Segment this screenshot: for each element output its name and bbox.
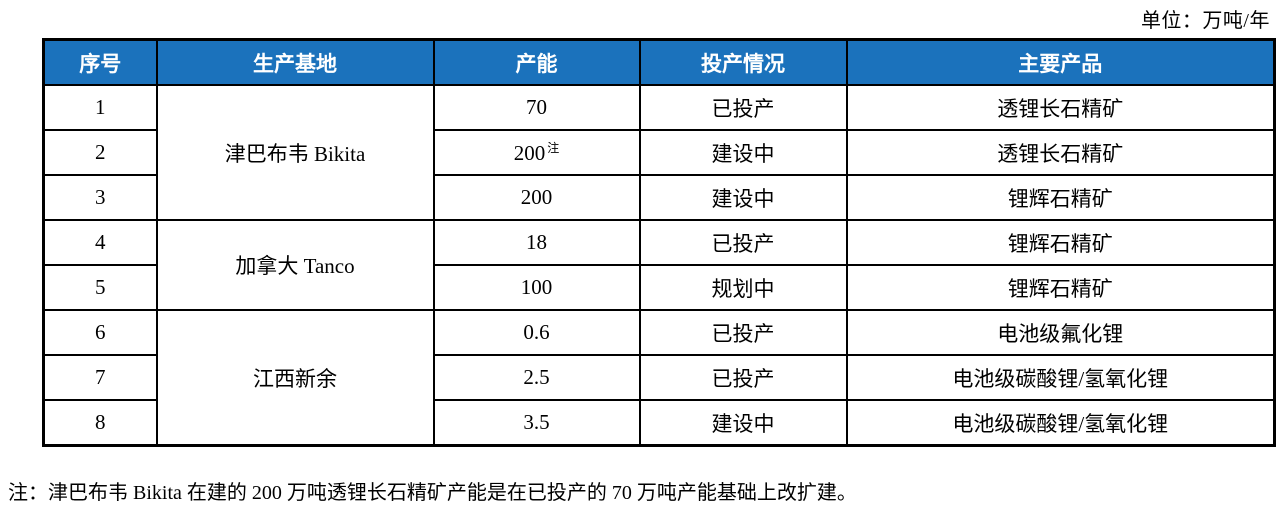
cell-base-xinyu: 江西新余: [155, 309, 435, 447]
table-row: 3 200 建设中 锂辉石精矿: [42, 174, 1276, 221]
cell-capacity: 3.5: [432, 399, 641, 447]
cell-status: 建设中: [638, 174, 848, 221]
table-row: 6 江西新余 0.6 已投产 电池级氟化锂: [42, 309, 1276, 447]
cell-product: 电池级碳酸锂/氢氧化锂: [845, 399, 1276, 447]
cell-status: 已投产: [638, 219, 848, 266]
cell-capacity: 200: [432, 174, 641, 221]
cell-status: 规划中: [638, 264, 848, 311]
table-footnote: 注：津巴布韦 Bikita 在建的 200 万吨透锂长石精矿产能是在已投产的 7…: [8, 482, 857, 504]
cell-product: 电池级碳酸锂/氢氧化锂: [845, 354, 1276, 401]
cell-status: 已投产: [638, 309, 848, 356]
cell-product: 电池级氟化锂: [845, 309, 1276, 356]
table-header-row: 序号 生产基地 产能 投产情况 主要产品: [42, 38, 1276, 86]
cell-product: 透锂长石精矿: [845, 84, 1276, 131]
cell-product: 锂辉石精矿: [845, 264, 1276, 311]
cell-status: 已投产: [638, 84, 848, 131]
table-row: 4 加拿大 Tanco 18 已投产 锂辉石精矿: [42, 219, 1276, 311]
cell-no: 4: [42, 219, 158, 266]
capacity-note-marker: 注: [547, 141, 560, 155]
header-status: 投产情况: [638, 38, 848, 86]
header-no: 序号: [42, 38, 158, 86]
table-row: 7 2.5 已投产 电池级碳酸锂/氢氧化锂: [42, 354, 1276, 401]
cell-no: 5: [42, 264, 158, 311]
cell-status: 建设中: [638, 129, 848, 176]
cell-status: 建设中: [638, 399, 848, 447]
cell-base-tanco: 加拿大 Tanco: [155, 219, 435, 311]
cell-capacity: 70: [432, 84, 641, 131]
table-row: 8 3.5 建设中 电池级碳酸锂/氢氧化锂: [42, 399, 1276, 447]
cell-no: 8: [42, 399, 158, 447]
unit-label: 单位：万吨/年: [1140, 10, 1270, 32]
cell-no: 1: [42, 84, 158, 131]
cell-capacity: 18: [432, 219, 641, 266]
production-capacity-table: 序号 生产基地 产能 投产情况 主要产品 1 津巴布韦 Bikita 70 已投…: [42, 38, 1276, 447]
cell-no: 6: [42, 309, 158, 356]
cell-no: 2: [42, 129, 158, 176]
table-row: 5 100 规划中 锂辉石精矿: [42, 264, 1276, 311]
cell-capacity: 100: [432, 264, 641, 311]
cell-product: 锂辉石精矿: [845, 174, 1276, 221]
header-base: 生产基地: [155, 38, 435, 86]
cell-capacity: 0.6: [432, 309, 641, 356]
cell-base-bikita: 津巴布韦 Bikita: [155, 84, 435, 221]
cell-capacity: 200 注: [432, 129, 641, 176]
cell-status: 已投产: [638, 354, 848, 401]
table-row: 1 津巴布韦 Bikita 70 已投产 透锂长石精矿: [42, 84, 1276, 221]
cell-no: 7: [42, 354, 158, 401]
cell-no: 3: [42, 174, 158, 221]
header-product: 主要产品: [845, 38, 1276, 86]
capacity-value: 200: [513, 141, 546, 165]
cell-product: 透锂长石精矿: [845, 129, 1276, 176]
cell-capacity: 2.5: [432, 354, 641, 401]
cell-product: 锂辉石精矿: [845, 219, 1276, 266]
header-capacity: 产能: [432, 38, 641, 86]
table-row: 2 200 注 建设中 透锂长石精矿: [42, 129, 1276, 176]
